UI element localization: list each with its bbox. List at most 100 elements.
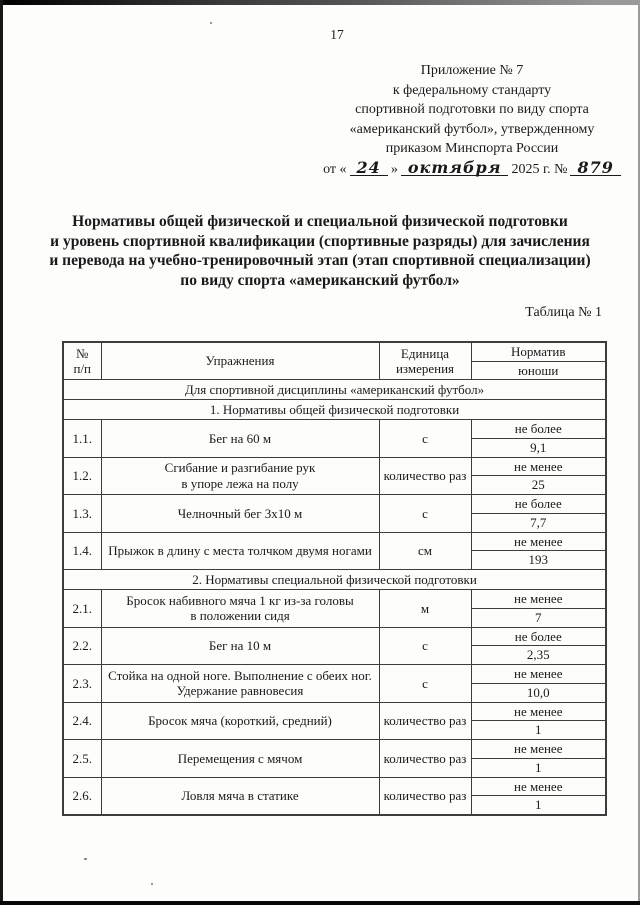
date-prefix: от « — [323, 161, 347, 177]
scan-speck — [151, 883, 153, 885]
table-row: 2.2. Бег на 10 м с не более — [62, 626, 607, 665]
table-row: 2.5. Перемещения с мячом количество раз не … — [62, 739, 607, 778]
table-row-value: 1 — [63, 795, 607, 815]
norm-value: 25 — [470, 475, 607, 495]
section-label: Для спортивной дисциплины «американский … — [62, 379, 607, 400]
exercise-name: Сгибание и разгибание рук в упоре лежа н… — [100, 456, 380, 495]
scan-speck — [84, 858, 87, 860]
appendix-line: Приложение № 7 — [420, 63, 524, 78]
exercise-name: Прыжок в длину с места толчком двумя ног… — [100, 531, 380, 570]
exercise-name: Стойка на одной ноге. Выполнение с обеих… — [100, 664, 380, 703]
handwritten-order-number: 879 — [570, 159, 621, 176]
norm-condition: не более — [470, 626, 607, 646]
norm-value: 1 — [470, 757, 607, 778]
table-row: 1.4. Прыжок в длину с места толчком двумя… — [62, 531, 607, 570]
date-year: 2025 г. № — [511, 161, 568, 177]
table-row-value: 7,7 — [63, 512, 607, 533]
table-row-value: 7 — [63, 607, 607, 628]
section-label: 1. Нормативы общей физической подготовки — [62, 399, 607, 420]
unit-of-measure: количество раз — [378, 739, 472, 778]
header-group-boys: юноши — [470, 360, 607, 380]
header-unit: Единица измерения — [378, 341, 472, 380]
table-row: 1.2. Сгибание и разгибание рук в упоре ле… — [62, 456, 607, 495]
row-number: 2.5. — [62, 739, 102, 778]
norm-condition: не менее — [470, 589, 607, 609]
header-exercise: Упражнения — [100, 341, 380, 380]
header-norm: Норматив — [470, 341, 607, 362]
row-number: 2.1. — [62, 589, 102, 628]
norm-value: 9,1 — [470, 437, 607, 458]
appendix-date-line: от « 24 » октября 2025 г. № 879 — [322, 159, 622, 180]
table-row-value: 2,35 — [63, 645, 607, 665]
appendix-line: спортивной подготовки по виду спорта — [355, 102, 589, 117]
table-row: 1.3. Челночный бег 3х10 м с не более — [62, 494, 607, 533]
table-row: 1.1. Бег на 60 м с не более — [62, 419, 607, 458]
standards-table: № п/п Упражнения Единица измерения Норма… — [62, 341, 607, 816]
unit-of-measure: количество раз — [378, 701, 472, 740]
table-row-value: 9,1 — [63, 437, 607, 458]
date-close-quote: » — [390, 161, 398, 177]
norm-value: 7,7 — [470, 512, 607, 533]
row-number: 2.4. — [62, 701, 102, 740]
exercise-name: Бросок мяча (короткий, средний) — [100, 701, 380, 740]
unit-of-measure: с — [378, 626, 472, 665]
norm-condition: не менее — [470, 456, 607, 476]
scan-speck — [210, 22, 212, 24]
scan-edge-bottom — [0, 901, 640, 905]
norm-value: 7 — [470, 607, 607, 628]
norm-condition: не более — [470, 419, 607, 439]
document-title: Нормативы общей физической и специальной… — [0, 212, 640, 290]
exercise-name: Бросок набивного мяча 1 кг из-за головы … — [100, 589, 380, 628]
exercise-name: Бег на 10 м — [100, 626, 380, 665]
scan-edge-right — [638, 0, 640, 905]
norm-value: 1 — [470, 720, 607, 740]
row-number: 1.3. — [62, 494, 102, 533]
table-body: Для спортивной дисциплины «американский … — [62, 379, 607, 815]
norm-value: 2,35 — [470, 645, 607, 665]
title-line: и перевода на учебно-тренировочный этап … — [49, 252, 591, 269]
unit-of-measure: м — [378, 589, 472, 628]
row-number: 1.2. — [62, 456, 102, 495]
table-section-row: Для спортивной дисциплины «американский … — [62, 379, 607, 400]
norm-value: 10,0 — [470, 682, 607, 703]
table-row-value: 10,0 — [63, 682, 607, 703]
unit-of-measure: с — [378, 419, 472, 458]
table-row-value: 1 — [63, 720, 607, 740]
table-row: 2.1. Бросок набивного мяча 1 кг из-за гол… — [62, 589, 607, 628]
norm-condition: не менее — [470, 531, 607, 551]
table-section-row: 1. Нормативы общей физической подготовки — [62, 399, 607, 420]
appendix-line: приказом Минспорта России — [385, 141, 559, 156]
table-row-value: 1 — [63, 757, 607, 778]
norm-condition: не более — [470, 494, 607, 514]
scan-edge-left — [0, 0, 3, 905]
handwritten-month: октября — [400, 159, 509, 176]
row-number: 2.3. — [62, 664, 102, 703]
title-line: по виду спорта «американский футбол» — [180, 271, 460, 289]
exercise-name: Челночный бег 3х10 м — [100, 494, 380, 533]
row-number: 1.1. — [62, 419, 102, 458]
appendix-line: «американский футбол», утвержденному — [349, 121, 595, 137]
title-line: и уровень спортивной квалификации (спорт… — [50, 232, 590, 250]
unit-of-measure: см — [378, 531, 472, 570]
exercise-name: Перемещения с мячом — [100, 739, 380, 778]
norm-condition: не менее — [470, 664, 607, 684]
table-row: 2.6. Ловля мяча в статике количество раз не… — [62, 776, 607, 815]
exercise-name: Бег на 60 м — [100, 419, 380, 458]
exercise-name: Ловля мяча в статике — [100, 776, 380, 815]
table-row-value: 25 — [63, 475, 607, 495]
appendix-block: Приложение № 7 к федеральному стандарту … — [322, 61, 622, 179]
table-header: № п/п Упражнения Единица измерения Норма… — [62, 341, 607, 380]
table-caption: Таблица № 1 — [525, 305, 602, 320]
title-line: Нормативы общей физической и специальной… — [72, 213, 568, 230]
norm-condition: не менее — [470, 776, 607, 796]
section-label: 2. Нормативы специальной физической подг… — [62, 569, 607, 590]
row-number: 2.6. — [62, 776, 102, 815]
handwritten-day: 24 — [349, 159, 388, 176]
scan-edge-top — [0, 0, 640, 5]
row-number: 2.2. — [62, 626, 102, 665]
norm-condition: не менее — [470, 701, 607, 721]
unit-of-measure: с — [378, 494, 472, 533]
table-section-row: 2. Нормативы специальной физической подг… — [62, 569, 607, 590]
unit-of-measure: количество раз — [378, 776, 472, 815]
